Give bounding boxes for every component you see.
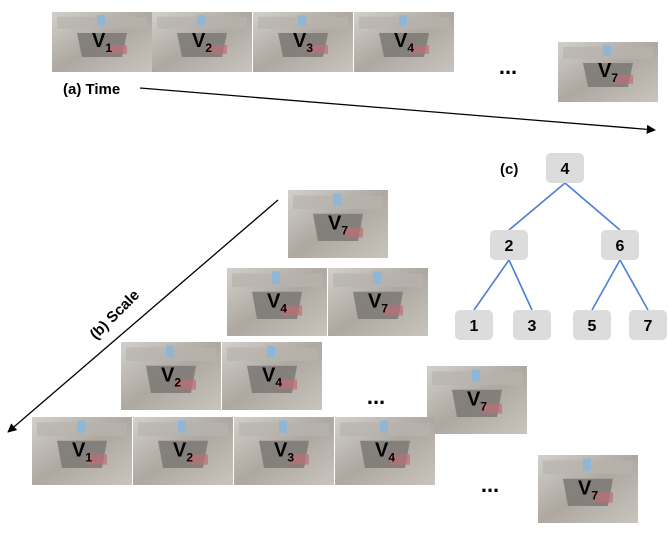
time-label: (a) Time (63, 81, 120, 98)
scale-label: (b) Scale (87, 287, 143, 343)
video-frame: V7 (328, 268, 428, 336)
video-frame: V2 (133, 417, 233, 485)
tree-node-label: 5 (588, 318, 597, 335)
tree-node-label: 4 (561, 161, 570, 178)
video-frame: V3 (253, 12, 353, 72)
video-frame: V4 (335, 417, 435, 485)
figure: (a) Time (b) Scale (c) V1V2V3V4V7...V7V4… (0, 0, 668, 531)
video-frame: V1 (32, 417, 132, 485)
video-frame: V4 (227, 268, 327, 336)
video-frame: V7 (558, 42, 658, 102)
tree-node-label: 3 (528, 318, 537, 335)
video-frame: V7 (427, 366, 527, 434)
tree-node-label: 2 (505, 238, 514, 255)
video-frame: V1 (52, 12, 152, 72)
tree-node-label: 1 (470, 318, 479, 335)
ellipsis: ... (499, 54, 517, 79)
video-frame: V4 (222, 342, 322, 410)
video-frame: V7 (538, 455, 638, 523)
ellipsis: ... (481, 472, 499, 497)
video-frame: V7 (288, 190, 388, 258)
video-frame: V2 (152, 12, 252, 72)
tree-node-label: 7 (644, 318, 653, 335)
video-frame: V3 (234, 417, 334, 485)
ellipsis: ... (367, 384, 385, 409)
video-frame: V2 (121, 342, 221, 410)
video-frame: V4 (354, 12, 454, 72)
tree-label: (c) (500, 161, 518, 178)
tree-node-label: 6 (616, 238, 625, 255)
